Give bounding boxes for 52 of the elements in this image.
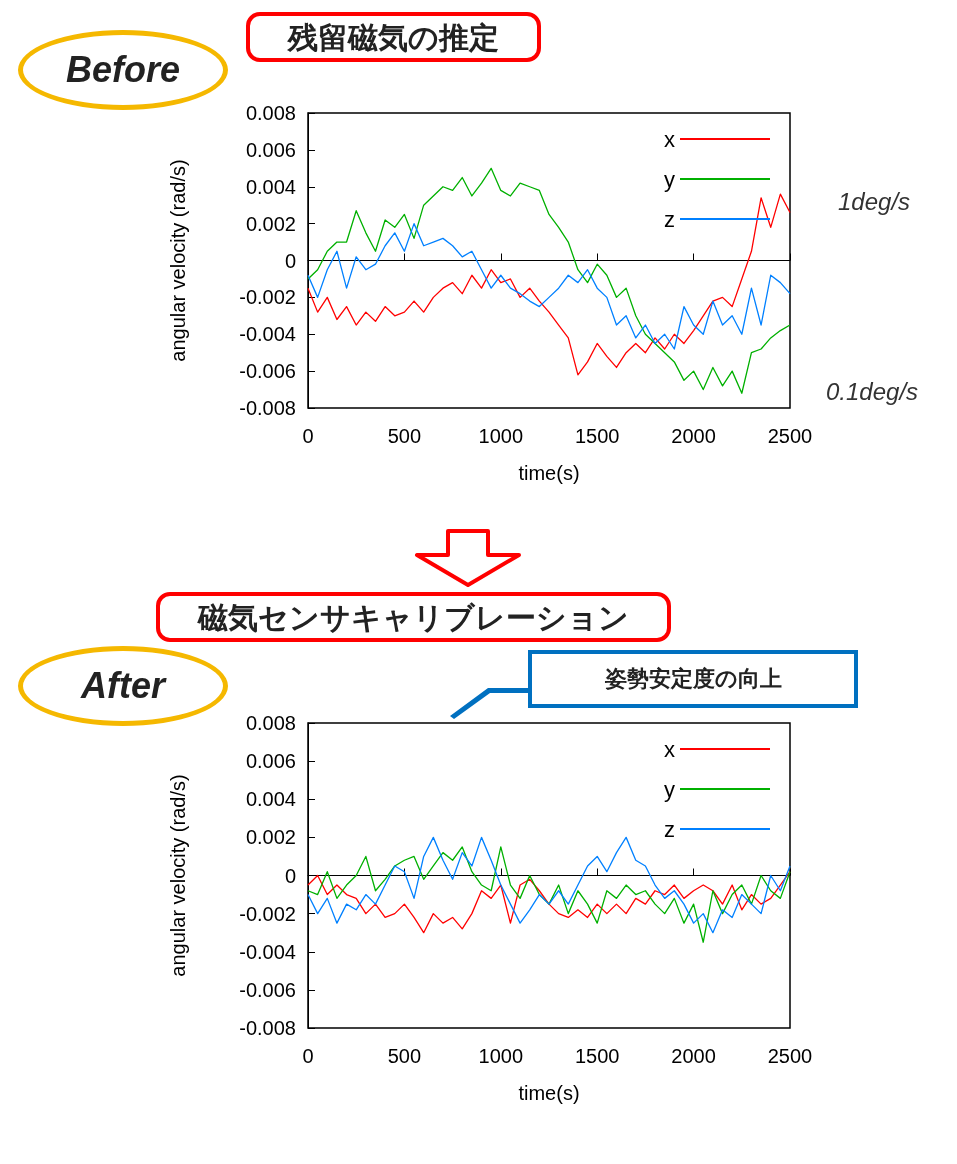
x-axis-title: time(s) [518, 462, 580, 484]
y-tick-label: 0.002 [245, 212, 296, 235]
y-tick-label: 0.008 [245, 712, 296, 734]
x-tick-label: 2500 [767, 425, 813, 447]
line-series [307, 836, 791, 934]
line-series [307, 871, 791, 934]
legend-label: y [664, 166, 675, 192]
y-tick-label: 0.006 [245, 750, 296, 773]
legend-label: x [664, 736, 675, 762]
chart-title: 磁気センサキャリブレーション [197, 600, 629, 634]
y-tick-label: -0.006 [239, 978, 296, 1001]
x-tick-label: 2000 [671, 425, 716, 447]
y-tick-label: 0.006 [245, 138, 296, 161]
line-series [307, 167, 791, 394]
y-tick-label: 0.004 [245, 788, 296, 811]
x-tick-label: 500 [387, 425, 422, 447]
x-tick-label: 1500 [574, 425, 620, 447]
y-tick-label: -0.002 [239, 286, 296, 309]
y-tick-label: 0.008 [245, 102, 296, 124]
y-tick-label: -0.004 [239, 323, 296, 346]
y-tick-label: -0.008 [239, 1017, 296, 1039]
legend-label: y [664, 776, 675, 802]
line-series [307, 846, 791, 943]
x-tick-label: 500 [387, 1045, 422, 1067]
x-axis-title: time(s) [518, 1082, 580, 1104]
chart-title: 残留磁気の推定 [286, 20, 499, 54]
x-tick-label: 1000 [478, 425, 524, 447]
line-series [307, 193, 791, 376]
x-tick-label: 0 [302, 425, 314, 447]
text: 姿勢安定度の向上 [528, 650, 858, 708]
y-tick-label: -0.004 [239, 940, 296, 963]
y-tick-label: 0.004 [245, 175, 296, 198]
text: Before [18, 30, 228, 110]
x-tick-label: 0 [302, 1045, 314, 1067]
x-tick-label: 1500 [574, 1045, 620, 1067]
y-tick-label: 0 [284, 249, 296, 272]
text: 0.1deg/s [826, 378, 919, 406]
x-tick-label: 2000 [671, 1045, 716, 1067]
y-axis-title: angular velocity (rad/s) [167, 159, 189, 362]
y-axis-title: angular velocity (rad/s) [167, 774, 189, 977]
x-tick-label: 2500 [767, 1045, 813, 1067]
y-tick-label: -0.008 [239, 397, 296, 419]
text: 1deg/s [838, 188, 911, 216]
y-tick-label: -0.006 [239, 360, 296, 383]
y-tick-label: -0.002 [239, 902, 296, 925]
legend-label: z [664, 816, 675, 842]
legend-label: x [664, 126, 675, 152]
x-tick-label: 1000 [478, 1045, 524, 1067]
y-tick-label: 0 [284, 864, 296, 887]
y-tick-label: 0.002 [245, 826, 296, 849]
text: After [18, 646, 228, 726]
legend-label: z [664, 206, 675, 232]
